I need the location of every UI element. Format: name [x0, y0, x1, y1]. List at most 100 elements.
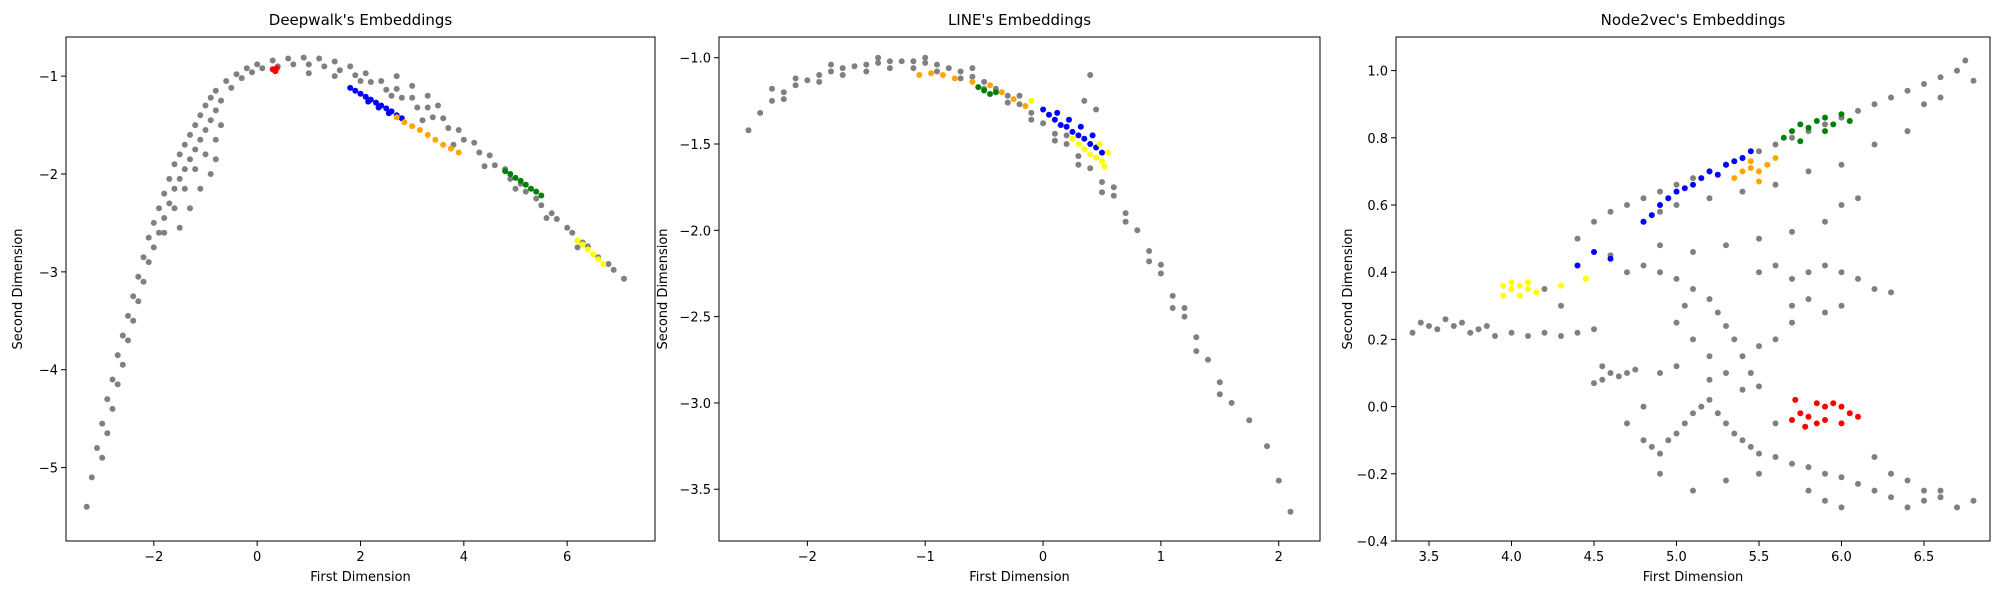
data-point	[1558, 302, 1564, 309]
data-point	[181, 185, 188, 192]
data-point	[1855, 480, 1861, 487]
data-point	[1533, 289, 1540, 296]
data-point	[610, 266, 617, 273]
data-point	[1525, 333, 1531, 339]
data-point	[1228, 399, 1235, 406]
data-point	[192, 166, 199, 173]
data-point	[1450, 323, 1457, 329]
data-point	[1657, 370, 1663, 376]
data-point	[1723, 370, 1729, 376]
data-point	[533, 188, 540, 195]
x-tick-label: 6	[563, 550, 571, 565]
data-point	[1673, 275, 1680, 282]
data-point	[1640, 403, 1647, 410]
data-point	[192, 146, 199, 153]
data-point	[357, 78, 364, 84]
data-point	[1698, 403, 1705, 410]
data-point	[1607, 370, 1614, 376]
chart-2: −2 −1 0 1 2 −3.5 −3.0 −2.5 −2.0 −1.5 −1.0 LINE's Em…	[656, 11, 1321, 585]
data-point	[553, 216, 560, 222]
data-point	[207, 117, 214, 124]
data-point	[145, 234, 152, 241]
data-point	[269, 57, 276, 64]
data-point	[1066, 116, 1072, 123]
data-point	[254, 61, 261, 68]
series-1	[745, 54, 1294, 515]
data-point	[393, 73, 400, 80]
data-point	[1525, 286, 1531, 292]
data-point	[440, 115, 447, 122]
data-point	[1181, 305, 1188, 311]
data-point	[1104, 149, 1111, 156]
data-point	[1805, 269, 1812, 276]
data-point	[259, 65, 266, 72]
data-point	[533, 195, 540, 202]
data-point	[362, 70, 369, 77]
data-point	[491, 162, 498, 169]
data-point	[512, 174, 519, 181]
data-point	[1500, 292, 1507, 299]
data-point	[502, 168, 509, 175]
data-point	[981, 78, 988, 85]
data-point	[1442, 316, 1449, 323]
data-point	[1426, 323, 1432, 329]
data-point	[1099, 149, 1105, 156]
data-point	[1747, 443, 1754, 450]
data-point	[383, 86, 390, 93]
x-axis-label: First Dimension	[969, 570, 1070, 585]
data-point	[429, 114, 436, 121]
data-point	[197, 136, 204, 143]
x-tick-label: −2	[144, 550, 163, 565]
data-point	[1822, 417, 1828, 423]
data-point	[1640, 262, 1647, 269]
data-point	[1756, 269, 1762, 276]
data-point	[574, 237, 581, 244]
data-point	[1657, 188, 1663, 195]
data-point	[176, 151, 183, 158]
data-point	[1822, 218, 1828, 225]
data-point	[109, 405, 116, 412]
data-point	[957, 75, 964, 82]
data-point	[1838, 269, 1845, 276]
data-point	[171, 161, 178, 168]
data-point	[1016, 92, 1023, 99]
data-point	[1516, 282, 1523, 289]
data-point	[1640, 195, 1647, 202]
data-point	[99, 454, 106, 461]
series-3	[975, 84, 999, 97]
data-point	[375, 104, 382, 111]
data-point	[792, 82, 799, 89]
data-point	[1665, 195, 1672, 202]
data-point	[1797, 138, 1804, 145]
data-point	[398, 94, 405, 101]
data-point	[1970, 497, 1977, 504]
data-point	[94, 445, 100, 451]
data-point	[569, 229, 576, 236]
data-point	[1591, 380, 1597, 387]
data-point	[1838, 111, 1845, 118]
data-point	[140, 278, 147, 285]
series-6	[1789, 396, 1861, 430]
data-point	[1792, 396, 1799, 403]
data-point	[1822, 403, 1828, 410]
data-point	[424, 92, 431, 99]
x-tick-label: 6.0	[1831, 550, 1852, 565]
data-point	[135, 298, 142, 305]
data-point	[305, 70, 312, 77]
data-point	[1855, 275, 1861, 282]
data-point	[1134, 227, 1141, 234]
data-point	[1756, 235, 1762, 242]
data-point	[331, 58, 338, 65]
data-point	[1690, 175, 1696, 182]
data-point	[1591, 249, 1597, 255]
data-point	[1772, 336, 1779, 343]
data-point	[1591, 218, 1597, 225]
data-point	[1599, 376, 1606, 383]
data-point	[1888, 94, 1894, 101]
data-point	[378, 78, 385, 84]
data-point	[1099, 179, 1105, 185]
data-point	[1157, 261, 1164, 268]
data-point	[1970, 77, 1977, 84]
data-point	[150, 244, 157, 251]
data-point	[1558, 333, 1564, 339]
